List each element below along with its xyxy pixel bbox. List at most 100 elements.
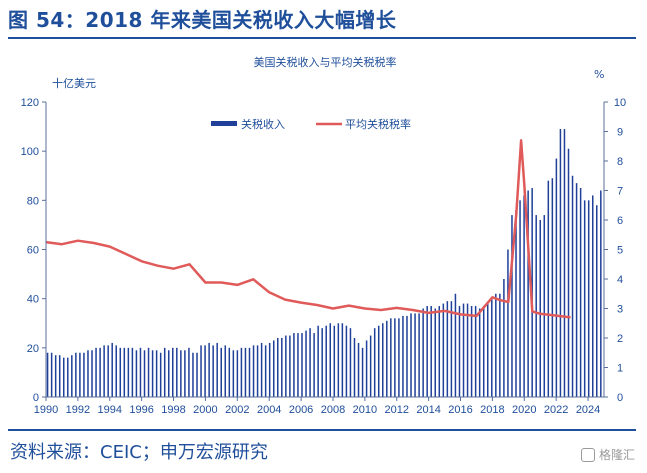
- bar: [83, 352, 85, 397]
- bar: [547, 180, 550, 397]
- bar: [571, 175, 574, 397]
- bar: [466, 303, 469, 397]
- bar: [523, 195, 525, 397]
- bar: [386, 320, 388, 397]
- left-tick-label: 80: [27, 195, 39, 207]
- bar: [268, 342, 271, 397]
- bar: [482, 306, 485, 397]
- bar: [301, 333, 303, 397]
- bar: [499, 293, 501, 397]
- right-tick-label: 1: [617, 363, 623, 375]
- bar: [345, 325, 348, 397]
- bar: [63, 357, 65, 397]
- bar: [325, 325, 327, 397]
- bar: [543, 215, 546, 397]
- legend: 关税收入 平均关税税率: [211, 117, 411, 131]
- x-tick-label: 1996: [129, 404, 153, 416]
- bar: [224, 345, 227, 398]
- right-tick-label: 10: [614, 97, 626, 109]
- bar: [87, 350, 89, 397]
- right-tick-label: 3: [617, 304, 623, 316]
- bar: [67, 357, 69, 397]
- bar: [196, 352, 198, 397]
- bar: [180, 350, 182, 397]
- bar: [240, 347, 243, 397]
- bar: [91, 350, 93, 397]
- bar: [361, 347, 364, 397]
- bar: [438, 306, 441, 397]
- x-tick-label: 2018: [480, 404, 504, 416]
- bar: [527, 190, 529, 397]
- bar: [369, 335, 372, 397]
- bar: [99, 347, 101, 397]
- bar: [46, 352, 49, 397]
- bar: [587, 200, 590, 397]
- bar: [579, 188, 582, 397]
- x-tick-label: 2006: [289, 404, 313, 416]
- x-tick-label: 2016: [448, 404, 472, 416]
- bar: [458, 306, 461, 397]
- bar: [75, 352, 77, 397]
- bar: [394, 318, 396, 397]
- bar: [390, 318, 392, 397]
- bar: [337, 323, 340, 397]
- line-group: [45, 139, 571, 319]
- bar: [204, 345, 206, 398]
- bar: [373, 328, 376, 397]
- bar: [293, 333, 295, 397]
- line-series-avg-tariff: [45, 139, 571, 319]
- title-divider: [8, 37, 636, 39]
- bar: [272, 340, 275, 397]
- right-tick-label: 0: [617, 392, 623, 404]
- bar: [127, 347, 130, 397]
- bar: [551, 178, 554, 397]
- bar: [172, 347, 174, 397]
- bar: [236, 350, 239, 397]
- bar: [200, 345, 202, 398]
- bar: [107, 345, 109, 398]
- bar: [495, 293, 497, 397]
- left-axis-unit: 十亿美元: [52, 76, 96, 90]
- bar: [442, 303, 445, 397]
- left-tick-label: 20: [27, 343, 39, 355]
- x-tick-label: 2014: [416, 404, 440, 416]
- bar: [163, 347, 166, 397]
- bar: [591, 195, 594, 397]
- bar: [131, 347, 134, 397]
- bar: [402, 315, 404, 398]
- bar: [507, 249, 509, 397]
- bar: [430, 306, 432, 397]
- watermark-text: 格隆汇: [598, 448, 635, 462]
- x-tick-label: 1994: [98, 404, 122, 416]
- left-tick-label: 60: [27, 245, 39, 257]
- bar: [58, 355, 61, 397]
- bar: [297, 333, 299, 397]
- bar: [410, 313, 412, 397]
- bar: [252, 345, 255, 398]
- right-tick-label: 6: [617, 215, 623, 227]
- bar: [220, 347, 222, 397]
- bar: [159, 352, 162, 397]
- bar: [289, 335, 291, 397]
- bar: [511, 215, 513, 397]
- bar: [333, 325, 336, 397]
- bar: [446, 301, 449, 398]
- x-tick-label: 2004: [257, 404, 281, 416]
- bar: [555, 158, 558, 397]
- x-tick-label: 1992: [66, 404, 90, 416]
- bar: [54, 355, 57, 397]
- bar: [515, 210, 517, 397]
- bar: [151, 350, 154, 397]
- bar: [208, 342, 210, 397]
- bar: [256, 345, 259, 398]
- bar: [422, 308, 424, 397]
- bar: [474, 306, 477, 397]
- bar: [503, 279, 505, 397]
- bar: [317, 325, 319, 397]
- bar: [305, 330, 307, 398]
- bar: [321, 328, 323, 397]
- right-tick-label: 2: [617, 333, 623, 345]
- bar: [216, 342, 218, 397]
- x-tick-label: 2012: [385, 404, 409, 416]
- bar: [519, 200, 521, 397]
